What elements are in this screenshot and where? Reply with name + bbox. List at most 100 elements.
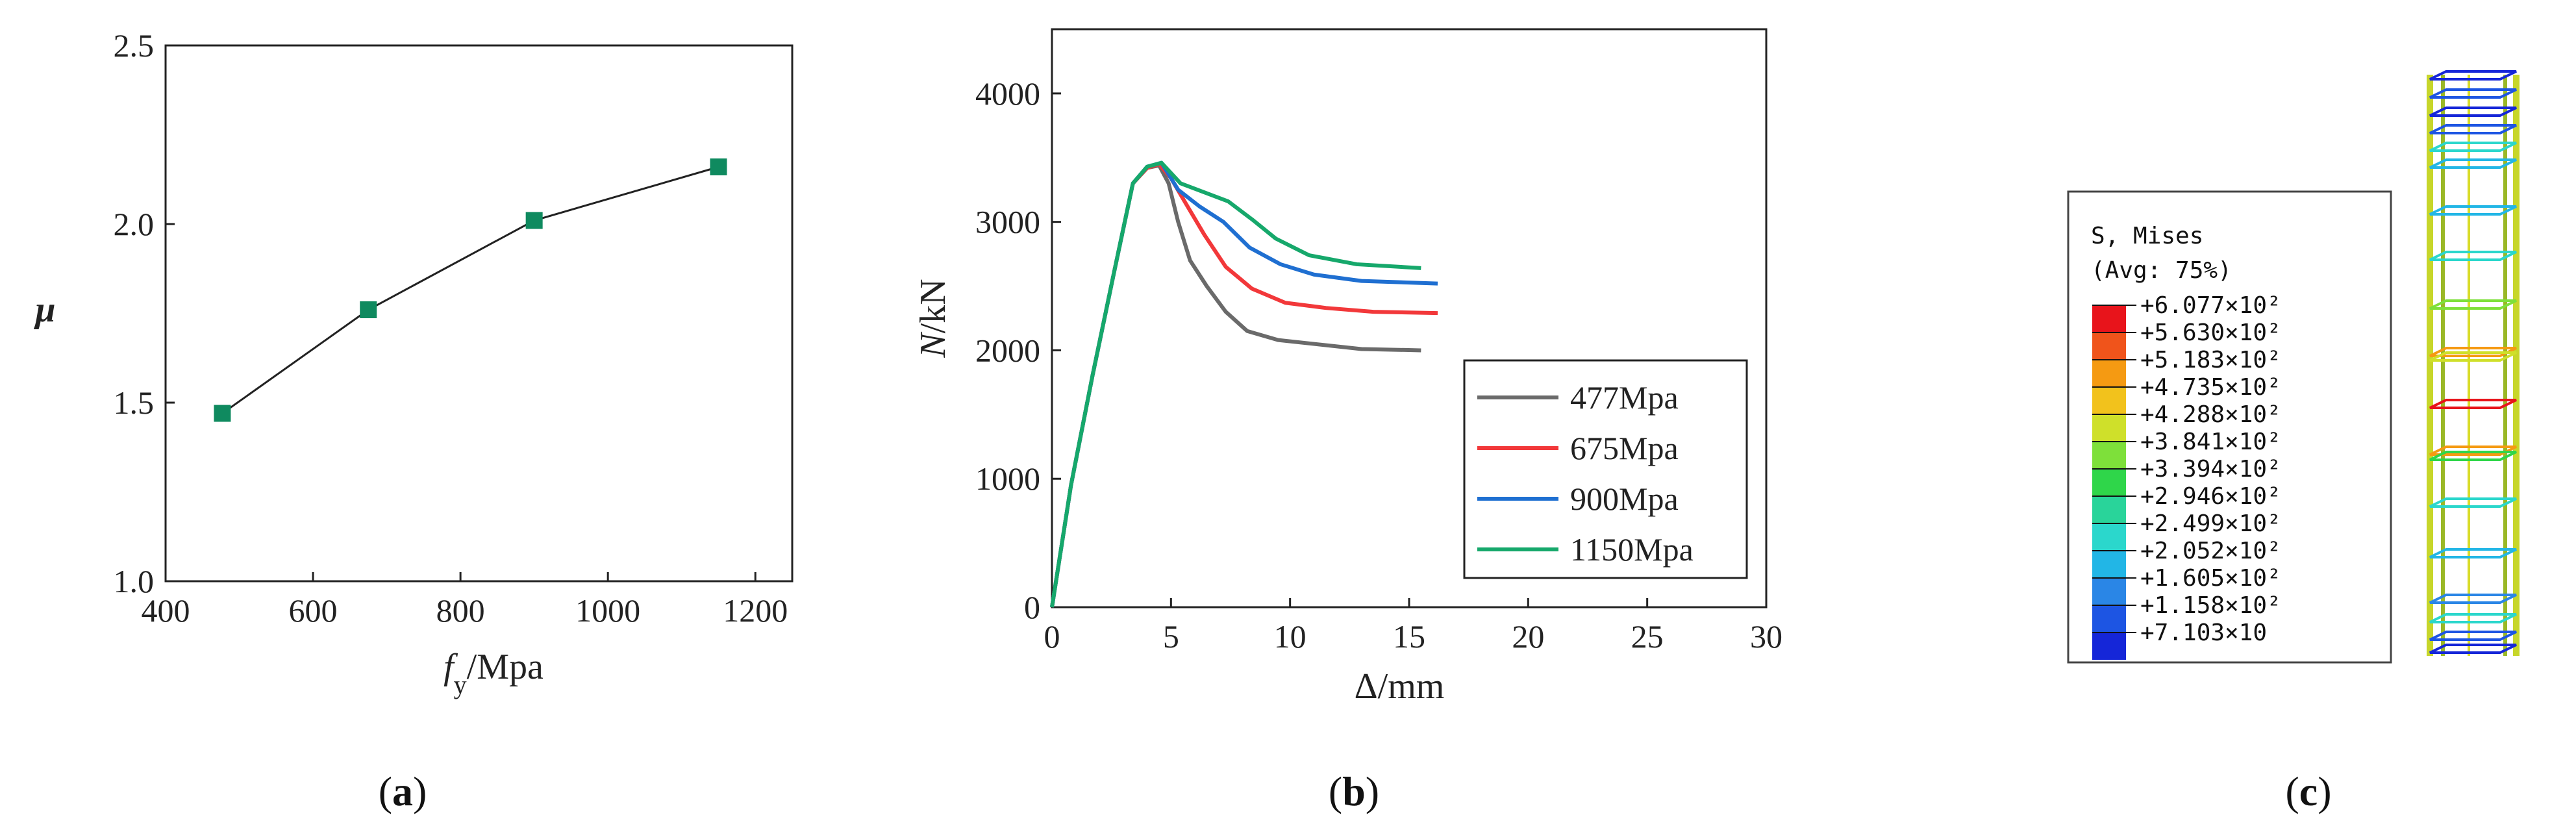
panel-c-stirrup [2429,88,2517,99]
panel-b-xtick-label: 10 [1274,618,1307,655]
panel-b-ytick-label: 3000 [975,204,1040,240]
caption-c-letter: c [2299,768,2318,814]
panel-c-legend-value: +4.288×10² [2140,401,2281,428]
panel-b-xtick-label: 20 [1512,618,1544,655]
panel-a-xlabel: fy/Mpa [444,647,544,699]
panel-c-legend-swatch [2092,469,2126,496]
panel-a-xlabel-unit: /Mpa [467,647,544,687]
panel-c-legend-swatch [2092,605,2126,633]
panel-c-stirrup [2429,644,2517,654]
panel-c-stirrup [2429,124,2517,134]
panel-c-stirrup [2429,631,2517,641]
panel-c-legend-swatch [2092,442,2126,469]
panel-c-stirrup [2429,205,2517,216]
panel-c-stirrup [2429,594,2517,604]
panel-b-series-675Mpa [1050,162,1438,608]
panel-a-xtick-label: 1200 [723,592,788,629]
panel-c-legend-value: +1.605×10² [2140,565,2281,592]
panel-c-legend-value: +3.841×10² [2140,429,2281,455]
panel-c-legend-value: +5.630×10² [2140,320,2281,346]
panel-b-xtick-label: 0 [1044,618,1060,655]
panel-c-column-model [2427,70,2520,656]
panel-c-legend-swatch [2092,414,2126,442]
panel-c-legend-subtitle: (Avg: 75%) [2091,257,2232,284]
panel-b-ylabel: N/kN [913,279,953,358]
panel-b-xtick-label: 5 [1163,618,1179,655]
panel-c-stirrup [2429,158,2517,169]
panel-c-stirrup [2429,451,2517,461]
panel-a-xtick-label: 800 [436,592,485,629]
panel-b-series-900Mpa [1050,160,1438,608]
panel-b-ytick-label: 1000 [975,460,1040,497]
panel-c-legend-value: +7.103×10 [2140,620,2267,646]
panel-b-xtick-label: 15 [1393,618,1425,655]
panel-b-xlabel: Δ/mm [1355,666,1445,707]
panel-c-fea: S, Mises (Avg: 75%) +6.077×10²+5.630×10²… [2067,70,2520,814]
panel-c-stirrup [2429,497,2517,508]
panel-c-legend-value: +1.158×10² [2140,592,2281,619]
panel-c-stirrup [2429,445,2517,456]
panel-a-xtick-label: 1000 [575,592,640,629]
caption-b: (b) [1329,768,1379,814]
panel-a-ytick-label: 1.0 [114,563,155,599]
panel-a-data-point [525,212,543,229]
panel-a-xtick-label: 400 [142,592,190,629]
panel-b-ytick-label: 0 [1024,589,1040,625]
panel-c-stirrup [2429,70,2517,81]
panel-c-legend-swatch [2092,332,2126,360]
panel-c-legend-swatch [2092,387,2126,414]
caption-b-letter: b [1342,768,1366,814]
panel-b-series-1150Mpa [1050,160,1421,608]
panel-c-stirrup [2429,299,2517,310]
panel-a-data-point [214,405,231,422]
panel-b-ylabel-main: N [913,332,953,358]
panel-c-legend-value: +6.077×10² [2140,292,2281,319]
panel-b-legend-label: 900Mpa [1570,481,1679,517]
panel-b-legend-label: 675Mpa [1570,430,1679,466]
panel-c-stirrup [2429,142,2517,152]
panel-b-legend-label: 1150Mpa [1570,531,1694,568]
panel-c-stirrup [2429,351,2517,362]
panel-b-legend-label: 477Mpa [1570,379,1679,416]
panel-c-legend-swatch [2092,523,2126,551]
panel-a-data-point [360,301,377,318]
panel-a-ytick-label: 2.5 [114,27,155,64]
panel-a-series-line [221,166,719,414]
panel-c-legend-swatch [2092,633,2126,660]
panel-c-stirrup [2429,548,2517,558]
panel-c-stirrup [2429,613,2517,623]
panel-b-ytick-label: 2000 [975,332,1040,368]
panel-a-chart: 400 600 800 1000 1200 1.0 1.5 2.0 2.5 μ fy/Mpa (… [33,27,794,814]
panel-a-ylabel: μ [33,290,55,330]
panel-c-stirrup [2429,107,2517,117]
panel-a-xlabel-sub: y [454,670,467,699]
panel-a-ytick-label: 2.0 [114,206,155,242]
panel-c-legend-swatch [2092,551,2126,578]
panel-a-xtick-label: 600 [289,592,338,629]
panel-a-data-point [710,158,727,175]
panel-a-plot-frame [164,44,794,583]
panel-b-xtick-label: 25 [1631,618,1664,655]
panel-b-ytick-label: 4000 [975,75,1040,112]
panel-c-legend-value: +2.946×10² [2140,483,2281,510]
panel-c-legend-swatch [2092,305,2126,332]
panel-c-legend-value: +4.735×10² [2140,374,2281,401]
panel-c-legend-title: S, Mises [2091,223,2203,249]
caption-a: (a) [379,768,427,814]
panel-c-stirrup [2429,251,2517,261]
panel-b-ylabel-unit: /kN [913,279,953,333]
panel-c-legend-swatch [2092,578,2126,605]
panel-c-legend-swatch [2092,496,2126,523]
panel-b-xtick-label: 30 [1750,618,1782,655]
panel-c-legend-value: +2.499×10² [2140,510,2281,537]
panel-b-series-477Mpa [1050,163,1421,608]
panel-c-legend-swatch [2092,360,2126,387]
panel-c-stirrup [2429,399,2517,409]
caption-a-letter: a [392,768,413,814]
panel-c-legend-value: +5.183×10² [2140,347,2281,373]
panel-c-legend-value: +3.394×10² [2140,456,2281,483]
panel-c-stirrup [2429,347,2517,357]
panel-c-legend-value: +2.052×10² [2140,538,2281,564]
